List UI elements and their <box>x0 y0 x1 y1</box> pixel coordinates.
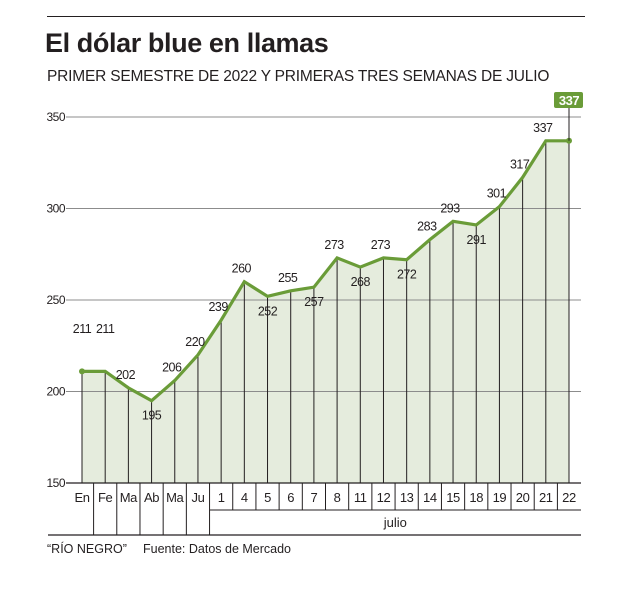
data-label: 268 <box>351 275 371 289</box>
y-tick-label: 150 <box>46 476 65 490</box>
x-tick-label: 8 <box>334 490 341 505</box>
start-point <box>79 368 85 375</box>
x-tick-label: Ma <box>120 490 138 505</box>
x-tick-label: Ab <box>144 490 159 505</box>
x-tick-label: 4 <box>241 490 248 505</box>
data-label: 211 <box>73 322 92 336</box>
x-group-label: julio <box>383 515 407 530</box>
data-label: 272 <box>397 268 417 282</box>
x-tick-label: 5 <box>264 490 271 505</box>
data-label: 255 <box>278 271 298 285</box>
data-label: 257 <box>304 295 324 309</box>
data-label: 202 <box>116 368 136 382</box>
x-tick-label: Ma <box>166 490 184 505</box>
x-tick-label: Ju <box>191 490 204 505</box>
highlight-badge-label: 337 <box>559 93 579 108</box>
x-tick-label: 12 <box>377 490 391 505</box>
data-label: 273 <box>324 238 344 252</box>
data-label: 260 <box>232 262 252 276</box>
data-label: 195 <box>142 409 162 423</box>
source-text: Fuente: Datos de Mercado <box>143 542 291 556</box>
data-label: 301 <box>487 187 507 201</box>
chart-subtitle: PRIMER SEMESTRE DE 2022 Y PRIMERAS TRES … <box>47 68 550 85</box>
data-label: 293 <box>440 201 460 215</box>
data-label: 337 <box>533 121 553 135</box>
data-label: 239 <box>208 300 228 314</box>
chart-title: El dólar blue en llamas <box>45 28 329 58</box>
data-label: 211 <box>96 322 115 336</box>
y-tick-label: 250 <box>46 293 65 307</box>
x-tick-label: 13 <box>400 490 414 505</box>
y-tick-label: 300 <box>46 202 65 216</box>
data-label: 283 <box>417 220 437 234</box>
data-label: 273 <box>371 238 391 252</box>
y-tick-label: 200 <box>46 385 65 399</box>
x-tick-label: 15 <box>446 490 460 505</box>
x-tick-label: 20 <box>516 490 530 505</box>
x-tick-label: 22 <box>562 490 576 505</box>
x-tick-label: En <box>74 490 89 505</box>
data-label: 317 <box>510 157 530 171</box>
data-label: 206 <box>162 361 182 375</box>
data-label: 252 <box>258 304 278 318</box>
x-tick-label: 11 <box>354 490 367 505</box>
x-tick-label: 14 <box>423 490 437 505</box>
y-tick-label: 350 <box>46 110 65 124</box>
x-tick-label: 19 <box>493 490 507 505</box>
top-rule <box>47 16 585 17</box>
x-tick-label: 7 <box>310 490 317 505</box>
data-label: 220 <box>185 335 205 349</box>
x-tick-label: Fe <box>98 490 113 505</box>
x-tick-label: 21 <box>539 490 553 505</box>
x-tick-label: 6 <box>287 490 294 505</box>
highlight-badge <box>554 92 583 108</box>
data-label: 291 <box>467 233 487 247</box>
x-tick-label: 1 <box>218 490 225 505</box>
credit-text: “RÍO NEGRO” <box>47 542 127 556</box>
series-line <box>82 139 569 403</box>
x-tick-label: 18 <box>469 490 483 505</box>
